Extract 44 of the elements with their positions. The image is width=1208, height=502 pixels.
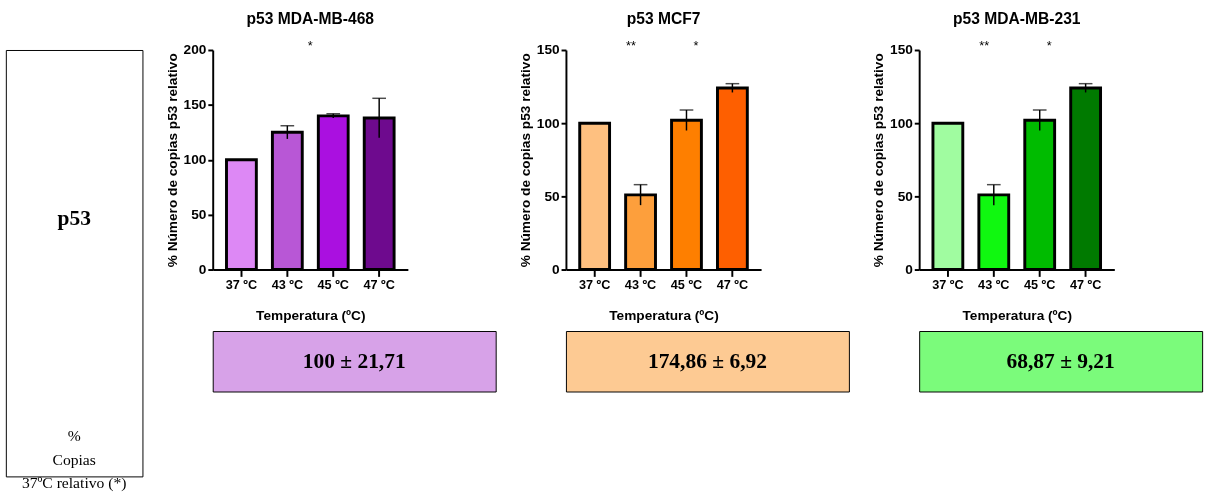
annotation: ** [626, 39, 636, 53]
text: % Copias 37ºC relativo (*) [21, 427, 127, 493]
y-tick-label: 100 [536, 115, 560, 131]
y-axis-title: % Número de copias p53 relativo [164, 53, 180, 268]
chart-title: p53 MCF7 [626, 9, 701, 27]
x-tick-label: 37 ºC [932, 277, 964, 292]
x-axis-title: Temperatura (ºC) [609, 307, 719, 323]
x-tick-label: 43 ºC [624, 277, 657, 292]
y-tick-label: 100 [890, 115, 914, 131]
x-tick-label: 37 ºC [578, 277, 611, 292]
y-tick-label: 0 [551, 261, 560, 277]
y-tick-label: 50 [544, 188, 560, 204]
x-tick-label: 37 ºC [225, 277, 258, 292]
y-tick-label: 150 [183, 97, 207, 113]
x-tick-label: 45 ºC [1024, 277, 1056, 292]
y-tick-label: 150 [890, 42, 914, 58]
x-tick-label: 43 ºC [271, 277, 304, 292]
y-axis-title: % Número de copias p53 relativo [871, 53, 887, 268]
x-tick-label: 47 ºC [363, 277, 395, 292]
text: 100 ± 21,71 [302, 349, 406, 374]
x-axis-title: Temperatura (ºC) [962, 307, 1072, 323]
x-tick-label: 47 ºC [716, 277, 749, 292]
x-tick-label: 45 ºC [317, 277, 349, 292]
y-tick-label: 50 [897, 188, 914, 204]
text: p53 [57, 206, 91, 231]
x-axis-title: Temperatura (ºC) [256, 307, 366, 323]
x-tick-label: 47 ºC [1069, 277, 1102, 292]
annotation: * [693, 39, 699, 53]
text: 68,87 ± 9,21 [1006, 349, 1115, 374]
y-tick-label: 50 [191, 207, 207, 223]
chart-title: p53 MDA-MB-231 [953, 9, 1081, 27]
annotation: ** [979, 39, 990, 53]
annotation: * [1046, 39, 1052, 53]
y-tick-label: 150 [536, 42, 560, 58]
x-tick-label: 45 ºC [670, 277, 703, 292]
y-tick-label: 0 [905, 261, 914, 277]
y-axis-title: % Número de copias p53 relativo [517, 53, 533, 268]
y-tick-label: 0 [198, 261, 207, 277]
y-tick-label: 100 [183, 152, 207, 168]
y-tick-label: 200 [183, 42, 207, 58]
text: 174,86 ± 6,92 [647, 349, 767, 374]
x-tick-label: 43 ºC [978, 277, 1010, 292]
annotation: * [307, 39, 313, 53]
chart-title: p53 MDA-MB-468 [246, 9, 375, 27]
